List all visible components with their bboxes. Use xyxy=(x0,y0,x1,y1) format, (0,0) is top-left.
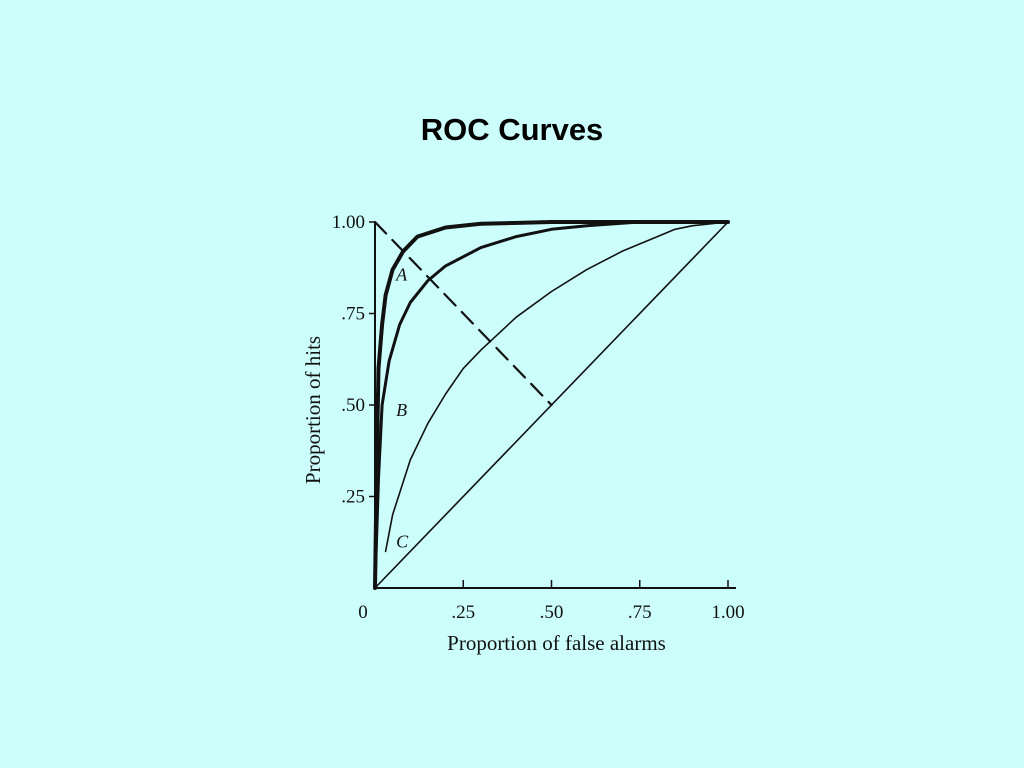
x-tick-label: .50 xyxy=(540,602,564,623)
y-tick-label: .25 xyxy=(341,487,365,508)
curve-label-C: C xyxy=(396,532,409,552)
y-tick-label: .50 xyxy=(341,395,365,416)
slide-title: ROC Curves xyxy=(420,112,604,147)
chart-series xyxy=(373,220,730,590)
curve-label-B: B xyxy=(396,400,407,420)
x-tick-label: 1.00 xyxy=(711,602,744,623)
x-tick-label: 0 xyxy=(358,602,368,623)
x-axis-label: Proportion of false alarms xyxy=(447,631,666,655)
chart-axes: 0 .25 .50 .75 1.00 .25 .50 .75 1.00 Proportion of… xyxy=(301,212,745,655)
series-line-negative-diagonal xyxy=(373,220,553,407)
y-tick-label: .75 xyxy=(341,304,365,325)
curve-label-A: A xyxy=(395,265,408,285)
y-tick-label: 1.00 xyxy=(332,212,365,233)
x-tick-label: .25 xyxy=(451,602,475,623)
y-axis-label: Proportion of hits xyxy=(301,336,325,484)
chart-labels: A B C xyxy=(395,265,409,552)
series-line-B xyxy=(373,220,730,590)
x-tick-label: .75 xyxy=(628,602,652,623)
series-line-C xyxy=(384,221,729,553)
